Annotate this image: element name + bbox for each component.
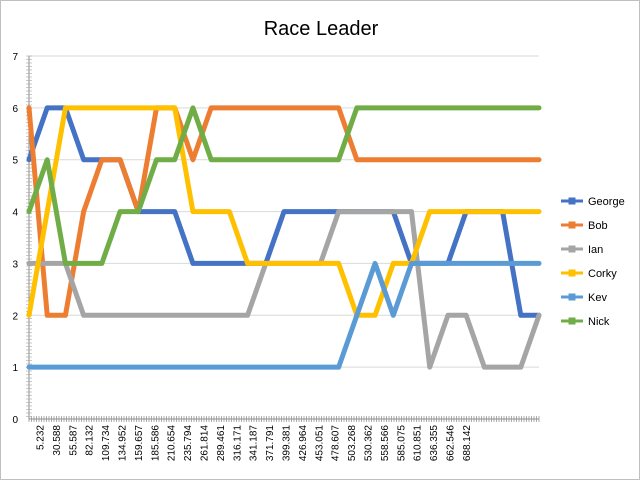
axes	[26, 55, 540, 422]
x-tick-label: 585.075	[396, 425, 407, 462]
x-tick-label: 109.734	[101, 425, 112, 462]
x-tick-label: 426.964	[298, 425, 309, 462]
x-tick-label: 185.586	[150, 425, 161, 462]
x-tick-label: 261.814	[200, 425, 211, 462]
x-tick-label: 235.794	[183, 425, 194, 462]
series-line-nick	[26, 105, 542, 266]
x-tick-label: 134.952	[118, 425, 129, 462]
legend-marker-corky	[568, 269, 576, 277]
x-tick-label: 210.654	[167, 425, 178, 462]
x-tick-label: 453.051	[314, 425, 325, 462]
legend-marker-nick	[568, 317, 576, 325]
x-tick-label: 688.142	[462, 425, 473, 462]
y-tick-label: 7	[12, 52, 18, 63]
minor-ticks	[26, 55, 540, 422]
legend-label-george: George	[588, 196, 625, 208]
series-lines	[26, 105, 542, 370]
x-tick-label: 341.187	[249, 425, 260, 462]
x-tick-label: 399.381	[282, 425, 293, 462]
series-line-bob	[26, 105, 542, 318]
series-line-corky	[26, 105, 542, 318]
legend-label-corky: Corky	[588, 268, 617, 280]
legend: George Bob Ian Corky Kev Nick	[561, 196, 625, 328]
y-tick-label: 1	[12, 363, 18, 374]
legend-label-kev: Kev	[588, 292, 607, 304]
x-tick-label: 558.566	[380, 425, 391, 462]
legend-marker-kev	[568, 293, 576, 301]
legend-marker-ian	[568, 245, 576, 253]
x-tick-label: 289.461	[216, 425, 227, 462]
x-tick-label: 30.588	[52, 425, 63, 456]
legend-label-ian: Ian	[588, 244, 603, 256]
chart-title: Race Leader	[264, 18, 379, 40]
legend-label-bob: Bob	[588, 220, 608, 232]
x-tick-label: 610.851	[413, 425, 424, 462]
x-tick-label: 316.171	[232, 425, 243, 462]
y-tick-label: 2	[12, 311, 18, 322]
x-tick-label: 5.232	[36, 425, 47, 450]
y-tick-label: 4	[12, 208, 18, 219]
x-axis-ticks: 5.232 30.588 55.587 82.132 109.734 134.952 159…	[36, 425, 473, 462]
x-tick-label: 55.587	[68, 425, 79, 456]
legend-marker-bob	[568, 221, 576, 229]
y-tick-label: 3	[12, 259, 18, 270]
x-tick-label: 478.607	[331, 425, 342, 462]
series-line-kev	[26, 260, 542, 370]
x-tick-label: 662.546	[446, 425, 457, 462]
x-tick-label: 371.791	[265, 425, 276, 462]
x-tick-label: 82.132	[85, 425, 96, 456]
y-tick-label: 0	[12, 415, 18, 426]
y-tick-label: 5	[12, 156, 18, 167]
x-tick-label: 530.362	[364, 425, 375, 462]
x-tick-label: 159.657	[134, 425, 145, 462]
legend-marker-george	[568, 197, 576, 205]
y-tick-label: 6	[12, 104, 18, 115]
x-tick-label: 503.268	[347, 425, 358, 462]
series-line-ian	[26, 209, 542, 370]
y-axis-ticks: 0 1 2 3 4 5 6 7	[12, 52, 18, 426]
x-tick-label: 636.355	[429, 425, 440, 462]
legend-label-nick: Nick	[588, 316, 610, 328]
